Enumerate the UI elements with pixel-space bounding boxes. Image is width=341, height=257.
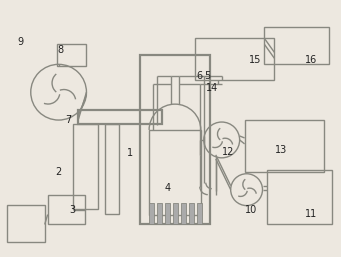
Text: 5: 5 [205,71,211,81]
Bar [189,203,194,224]
Text: 9: 9 [18,38,24,48]
Bar [195,39,275,80]
Text: 16: 16 [305,55,317,65]
Text: 14: 14 [206,83,218,93]
Text: 6: 6 [197,71,203,81]
Text: 12: 12 [222,147,234,157]
Bar [78,110,162,124]
Text: 11: 11 [305,208,317,218]
Bar [149,130,201,215]
Bar [173,203,178,224]
Bar [181,203,186,224]
Text: 10: 10 [246,205,258,215]
Bar [244,120,324,172]
Bar [48,195,86,224]
Text: 8: 8 [58,45,64,56]
Bar [197,203,202,224]
Bar [140,56,210,224]
Bar [157,203,162,224]
Text: 7: 7 [65,115,72,125]
Text: 15: 15 [249,55,262,65]
Text: 2: 2 [56,167,62,177]
Bar [165,203,170,224]
Bar [73,124,99,209]
Bar [57,44,87,66]
Text: 1: 1 [127,148,133,158]
Bar [7,205,45,242]
Bar [265,26,329,64]
Bar [267,170,332,224]
Text: 3: 3 [70,205,76,215]
Bar [149,203,154,224]
Text: 13: 13 [275,145,287,155]
Text: 4: 4 [165,183,171,193]
Bar [105,124,119,214]
